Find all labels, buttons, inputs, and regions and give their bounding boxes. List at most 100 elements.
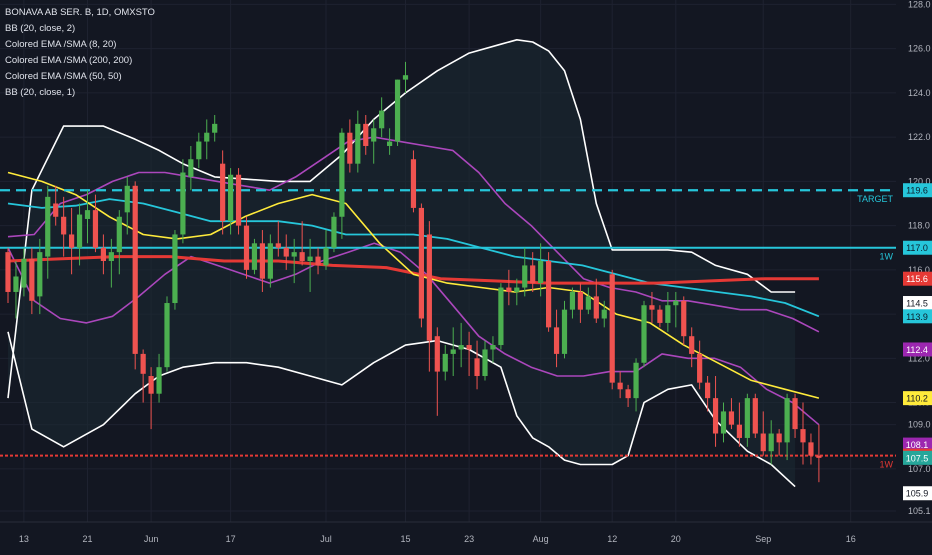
price-tick-label: 112.0 bbox=[908, 353, 930, 363]
candle-body bbox=[196, 141, 202, 160]
candle bbox=[402, 61, 409, 93]
candle-body bbox=[458, 345, 464, 350]
candle-body bbox=[76, 214, 83, 248]
candle-body bbox=[728, 411, 735, 425]
time-axis-bg bbox=[0, 522, 932, 550]
ema200-line bbox=[7, 255, 819, 285]
candle-body bbox=[371, 128, 377, 142]
candle-body bbox=[283, 247, 289, 257]
legend-ema-8-20[interactable]: Colored EMA /SMA (8, 20) bbox=[5, 39, 117, 50]
candle-body bbox=[204, 132, 210, 142]
candle-body bbox=[530, 265, 536, 284]
candle-body bbox=[784, 398, 790, 443]
candle-body bbox=[108, 252, 114, 261]
candle bbox=[633, 358, 639, 412]
candle bbox=[235, 168, 242, 235]
time-tick-label: 13 bbox=[19, 534, 29, 544]
candle bbox=[363, 115, 369, 155]
candle bbox=[705, 376, 711, 412]
candle-body bbox=[235, 174, 242, 226]
candle bbox=[116, 210, 122, 275]
candle-body bbox=[92, 210, 99, 248]
price-tag bbox=[903, 309, 932, 324]
candle-body bbox=[720, 411, 727, 434]
candle-body bbox=[697, 353, 703, 383]
candle bbox=[172, 230, 178, 310]
candle bbox=[315, 247, 321, 275]
candle bbox=[712, 376, 719, 447]
candle bbox=[538, 243, 544, 297]
candle-body bbox=[641, 305, 647, 363]
candle-body bbox=[156, 367, 162, 394]
candle-body bbox=[29, 258, 35, 301]
candle-body bbox=[426, 234, 432, 341]
candle bbox=[251, 238, 258, 275]
price-tick-label: 107.0 bbox=[908, 464, 931, 474]
candle-body bbox=[410, 159, 417, 208]
candle bbox=[69, 207, 75, 275]
candle bbox=[522, 247, 528, 297]
candle bbox=[307, 238, 313, 292]
candle bbox=[450, 327, 456, 377]
candle-body bbox=[538, 261, 544, 284]
legend-bb-20-1[interactable]: BB (20, close, 1) bbox=[5, 87, 76, 98]
price-tick-label: 105.1 bbox=[908, 506, 931, 516]
candle-body bbox=[379, 110, 385, 129]
legend-bb-20-2[interactable]: BB (20, close, 2) bbox=[5, 23, 76, 34]
candle-body bbox=[800, 429, 806, 443]
candle bbox=[21, 247, 27, 297]
candle bbox=[53, 185, 59, 226]
candle-body bbox=[744, 398, 750, 438]
price-tag bbox=[903, 391, 932, 406]
candle bbox=[45, 185, 51, 279]
time-tick-label: 20 bbox=[671, 534, 681, 544]
horizontal-levels: TARGET 1W 1W bbox=[0, 189, 896, 470]
candle-body bbox=[291, 252, 297, 257]
price-tag bbox=[903, 450, 932, 465]
price-tick-label: 116.0 bbox=[908, 265, 930, 275]
candle bbox=[275, 221, 281, 257]
candle bbox=[243, 216, 250, 279]
candle bbox=[212, 115, 218, 142]
candle-body bbox=[339, 132, 345, 217]
candle-body bbox=[37, 252, 43, 297]
candle-body bbox=[681, 300, 687, 337]
time-axis[interactable]: 13 21 Jun 17 Jul 15 23 Aug 12 20 Sep 16 bbox=[0, 521, 932, 550]
candle-body bbox=[601, 309, 607, 319]
candle bbox=[530, 252, 536, 292]
candle bbox=[204, 119, 210, 160]
candle bbox=[466, 331, 472, 377]
candle-body bbox=[164, 303, 170, 368]
candle bbox=[394, 79, 401, 146]
candle bbox=[37, 238, 43, 315]
candle bbox=[299, 221, 305, 266]
price-tag bbox=[903, 271, 932, 286]
candle bbox=[490, 336, 496, 363]
ema50-line bbox=[7, 198, 820, 318]
candle bbox=[665, 291, 671, 332]
candle bbox=[283, 234, 289, 270]
candle bbox=[291, 238, 297, 284]
price-tick-label: 118.0 bbox=[908, 221, 930, 231]
price-axis[interactable]: 128.0126.0124.0122.0120.0118.0116.0114.0… bbox=[896, 0, 932, 550]
candle bbox=[577, 283, 583, 323]
candle bbox=[434, 327, 440, 416]
candle bbox=[339, 128, 345, 239]
candle-body bbox=[243, 225, 250, 270]
candle-body bbox=[522, 265, 528, 288]
candle bbox=[323, 230, 329, 270]
candle-body bbox=[498, 287, 504, 346]
legend-ema-50[interactable]: Colored EMA /SMA (50, 50) bbox=[5, 71, 122, 82]
candle-body bbox=[466, 345, 472, 350]
legend-ema-200[interactable]: Colored EMA /SMA (200, 200) bbox=[5, 55, 133, 66]
time-tick-label: Sep bbox=[755, 534, 771, 544]
price-tag-label: 117.0 bbox=[906, 243, 928, 253]
candle-body bbox=[434, 336, 440, 372]
candle bbox=[681, 296, 687, 346]
candle bbox=[379, 97, 385, 138]
candle-body bbox=[625, 389, 631, 399]
level-label-1: 1W bbox=[880, 252, 894, 262]
candle bbox=[180, 159, 186, 244]
